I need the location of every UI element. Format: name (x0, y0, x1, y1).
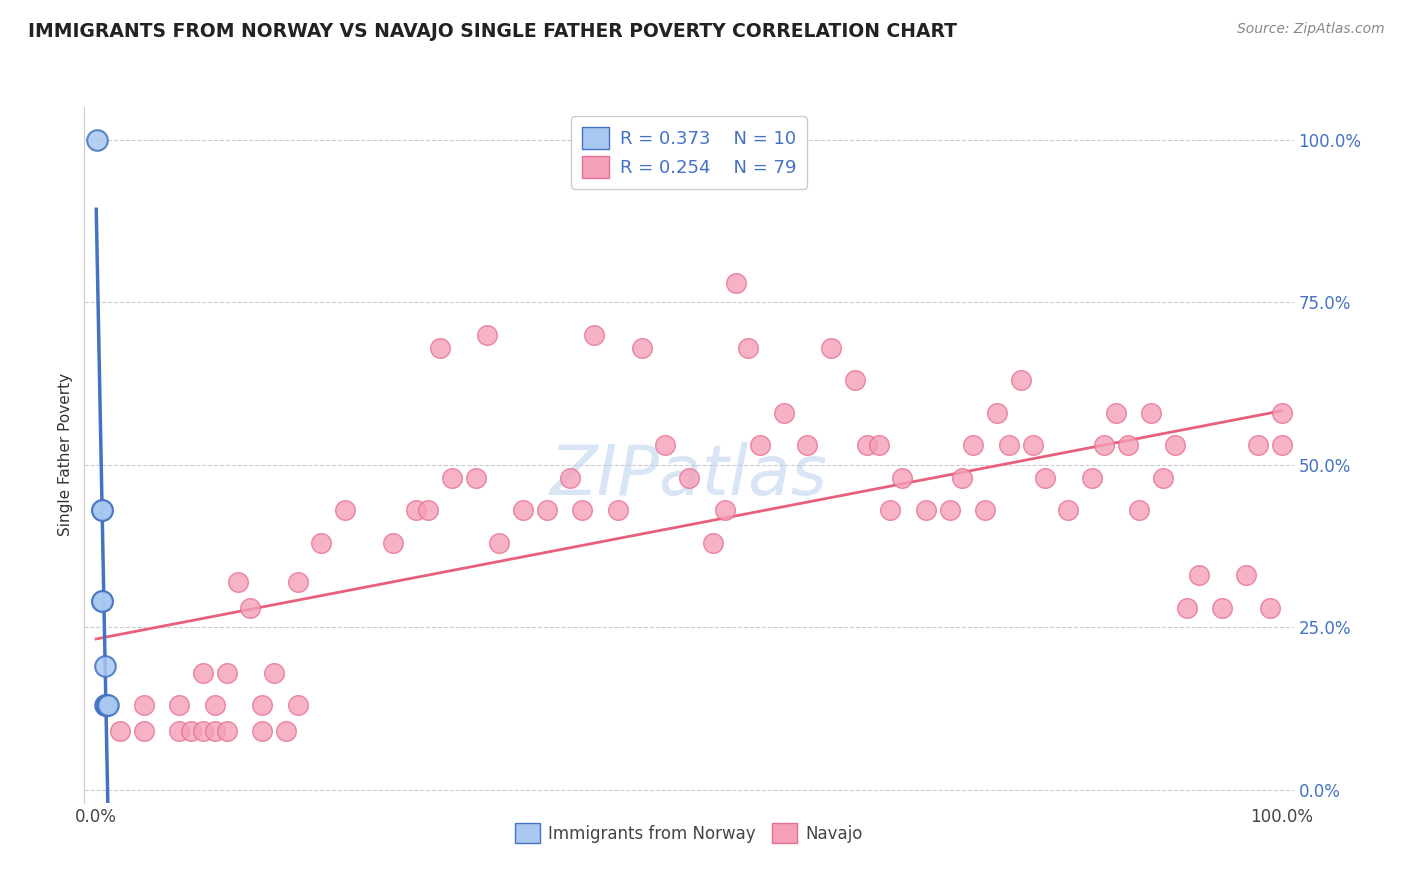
Point (1105, 406, 1128, 420)
Point (132, 698, 155, 713)
Point (536, 503, 558, 517)
Point (250, 724, 273, 739)
Point (204, 698, 226, 713)
Point (228, 574, 250, 589)
Point (191, 724, 214, 739)
Point (287, 698, 309, 713)
Point (1175, 600, 1198, 615)
Point (772, 406, 794, 420)
Point (91, 503, 114, 517)
Text: IMMIGRANTS FROM NORWAY VS NAVAJO SINGLE FATHER POVERTY CORRELATION CHART: IMMIGRANTS FROM NORWAY VS NAVAJO SINGLE … (28, 22, 957, 41)
Point (167, 724, 190, 739)
Point (820, 341, 842, 355)
Point (844, 373, 866, 387)
Point (950, 471, 973, 485)
Point (418, 503, 440, 517)
Point (274, 724, 297, 739)
Point (1057, 503, 1080, 517)
Point (1211, 600, 1233, 615)
Point (678, 471, 700, 485)
Point (998, 438, 1021, 452)
Point (630, 341, 652, 355)
Text: ZIPatlas: ZIPatlas (550, 442, 828, 509)
Point (1188, 568, 1211, 582)
Point (93, 698, 115, 713)
Point (938, 503, 960, 517)
Text: Source: ZipAtlas.com: Source: ZipAtlas.com (1237, 22, 1385, 37)
Point (796, 438, 818, 452)
Point (93, 659, 115, 673)
Point (868, 438, 890, 452)
Point (215, 665, 238, 680)
Point (606, 503, 628, 517)
Point (132, 724, 155, 739)
Point (879, 503, 901, 517)
Point (215, 724, 238, 739)
Point (311, 535, 333, 549)
Point (1081, 471, 1104, 485)
Point (725, 276, 748, 290)
Point (108, 724, 131, 739)
Point (512, 503, 534, 517)
Point (1022, 438, 1045, 452)
Point (702, 535, 724, 549)
Point (1140, 406, 1163, 420)
Point (381, 535, 404, 549)
Point (488, 535, 510, 549)
Point (1271, 438, 1294, 452)
Point (737, 341, 759, 355)
Point (94, 698, 117, 713)
Point (239, 600, 262, 615)
Point (749, 438, 772, 452)
Point (1152, 471, 1174, 485)
Point (654, 438, 676, 452)
Point (263, 665, 285, 680)
Point (1010, 373, 1032, 387)
Point (204, 724, 226, 739)
Point (97, 698, 120, 713)
Point (855, 438, 877, 452)
Point (560, 471, 582, 485)
Point (571, 503, 593, 517)
Point (713, 503, 735, 517)
Point (91, 503, 114, 517)
Point (986, 406, 1008, 420)
Point (91, 594, 114, 608)
Point (429, 341, 451, 355)
Point (974, 503, 997, 517)
Point (1092, 438, 1115, 452)
Point (250, 698, 273, 713)
Point (1164, 438, 1187, 452)
Point (962, 438, 984, 452)
Point (405, 503, 427, 517)
Point (583, 327, 606, 342)
Point (1271, 406, 1294, 420)
Point (287, 574, 309, 589)
Y-axis label: Single Father Poverty: Single Father Poverty (58, 374, 73, 536)
Point (915, 503, 938, 517)
Point (167, 698, 190, 713)
Point (1033, 471, 1056, 485)
Point (1128, 503, 1150, 517)
Point (464, 471, 486, 485)
Point (1247, 438, 1270, 452)
Point (180, 724, 202, 739)
Point (440, 471, 463, 485)
Point (1234, 568, 1257, 582)
Point (477, 327, 499, 342)
Point (891, 471, 914, 485)
Point (96, 698, 118, 713)
Point (333, 503, 356, 517)
Point (191, 665, 214, 680)
Legend: Immigrants from Norway, Navajo: Immigrants from Norway, Navajo (508, 816, 870, 850)
Point (1116, 438, 1139, 452)
Point (1258, 600, 1281, 615)
Point (91, 594, 114, 608)
Point (86, 132, 108, 146)
